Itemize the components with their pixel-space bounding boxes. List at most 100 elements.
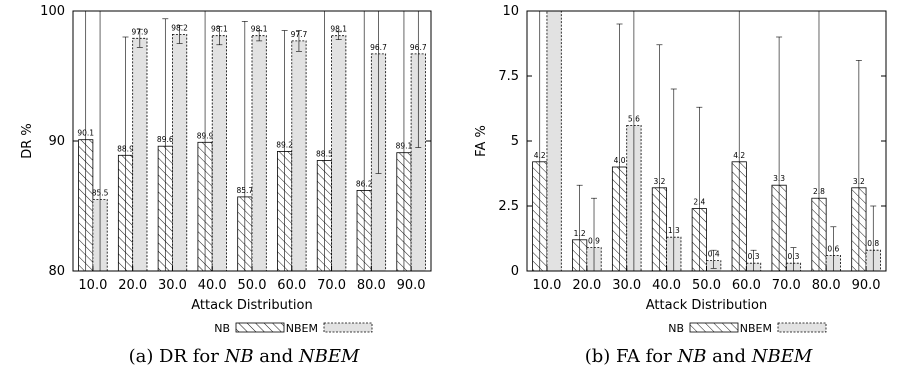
fa-value-label-nb-40.0: 3.2	[653, 177, 665, 186]
fa-value-label-nbem-90.0: 0.8	[867, 239, 879, 248]
fa-value-label-nbem-80.0: 0.6	[827, 244, 839, 253]
dr-value-label-nbem-60.0: 97.7	[291, 30, 308, 39]
fa-bars: 4.2 1.20.9 4.0 5.6 3.2 1.3 2.4 0.4 4.2 0.3 3.3 0.3 2…	[532, 10, 881, 272]
dr-errorbar-nbem-70.0	[335, 31, 342, 40]
dr-value-label-nbem-80.0: 96.7	[370, 43, 387, 52]
dr-errorbar-nbem-40.0	[216, 26, 223, 46]
dr-value-label-nbem-40.0: 98.1	[211, 25, 228, 34]
fa-errorbar-nb-40.0	[656, 44, 663, 271]
fa-x-axis-label: Attack Distribution	[646, 298, 767, 313]
dr-caption-mid: and	[254, 346, 299, 367]
fa-y-tick-label: 7.5	[498, 69, 519, 84]
fa-chart-panel: 4.2 1.20.9 4.0 5.6 3.2 1.3 2.4 0.4 4.2 0.3 3.3 0.3 2…	[474, 4, 887, 367]
fa-errorbar-nbem-90.0	[870, 205, 877, 271]
fa-errorbar-nb-70.0	[776, 36, 783, 271]
dr-errorbar-nb-30.0	[162, 18, 169, 271]
dr-value-label-nb-20.0: 88.9	[117, 144, 134, 153]
fa-value-label-nb-30.0: 4.0	[614, 156, 626, 165]
fa-value-label-nbem-30.0: 5.6	[628, 114, 640, 123]
fa-y-axis-label: FA %	[474, 125, 489, 157]
dr-legend-label-nb: NB	[214, 322, 230, 335]
fa-x-tick-label: 20.0	[572, 278, 601, 293]
fa-legend-label-nbem: NBEM	[740, 322, 772, 335]
fa-x-tick-label: 60.0	[732, 278, 761, 293]
fa-value-label-nb-10.0: 4.2	[534, 151, 546, 160]
fa-ticks: 10.0 20.0 30.0 40.0 50.0 60.0 70.0 80.0 90.0 0 2.5…	[498, 4, 886, 293]
fa-errorbar-nb-30.0	[616, 23, 623, 271]
dr-value-label-nb-60.0: 89.2	[276, 140, 293, 149]
fa-legend: NB NBEM	[668, 322, 827, 335]
fa-value-label-nbem-40.0: 1.3	[668, 226, 680, 235]
fa-value-label-nb-70.0: 3.3	[773, 174, 785, 183]
fa-x-tick-label: 50.0	[692, 278, 721, 293]
dr-x-tick-label: 50.0	[238, 278, 267, 293]
dr-errorbar-nbem-50.0	[256, 30, 263, 42]
fa-x-tick-label: 40.0	[652, 278, 681, 293]
dr-caption: (a) DR for NB and NBEM	[129, 346, 360, 367]
dr-errorbar-nbem-60.0	[295, 30, 302, 52]
fa-y-tick-label: 5	[511, 134, 519, 149]
fa-errorbar-nb-50.0	[696, 106, 703, 271]
fa-x-tick-label: 70.0	[772, 278, 801, 293]
dr-x-tick-label: 90.0	[397, 278, 426, 293]
dr-value-label-nb-30.0: 89.6	[157, 135, 174, 144]
fa-caption-nb: NB	[676, 346, 706, 367]
fa-value-label-nb-80.0: 2.8	[813, 187, 825, 196]
dr-value-label-nbem-10.0: 85.5	[92, 189, 109, 198]
dr-x-tick-label: 80.0	[357, 278, 386, 293]
dr-errorbar-nbem-20.0	[136, 28, 143, 48]
dr-x-tick-label: 60.0	[277, 278, 306, 293]
fa-y-tick-label: 10	[502, 4, 519, 19]
dr-legend-swatch-nbem	[323, 322, 373, 333]
fa-value-label-nb-60.0: 4.2	[733, 151, 745, 160]
fa-value-label-nbem-60.0: 0.3	[748, 252, 760, 261]
dr-x-tick-label: 10.0	[78, 278, 107, 293]
dr-bar-nbem-40.0	[211, 35, 227, 272]
dr-errorbar-nbem-30.0	[176, 24, 183, 44]
fa-caption-nbem: NBEM	[751, 346, 813, 367]
dr-x-tick-label: 20.0	[118, 278, 147, 293]
fa-caption: (b) FA for NB and NBEM	[585, 346, 813, 367]
fa-legend-swatch-nb	[689, 322, 739, 333]
dr-legend-swatch-nb	[235, 322, 285, 333]
dr-caption-nb: NB	[224, 346, 254, 367]
dr-legend: NB NBEM	[214, 322, 373, 335]
fa-y-tick-label: 0	[511, 264, 519, 279]
fa-bar-nbem-10.0	[546, 10, 562, 272]
fa-x-tick-label: 30.0	[612, 278, 641, 293]
fa-value-label-nbem-50.0: 0.4	[708, 250, 720, 259]
dr-value-label-nbem-70.0: 98.1	[330, 25, 347, 34]
dr-y-tick-label: 100	[40, 4, 65, 19]
dr-bar-nbem-70.0	[331, 35, 347, 272]
fa-value-label-nbem-20.0: 0.9	[588, 237, 600, 246]
dr-caption-nbem: NBEM	[298, 346, 360, 367]
fa-value-label-nbem-70.0: 0.3	[787, 252, 799, 261]
dr-caption-prefix: (a) DR for	[129, 346, 225, 367]
fa-x-tick-label: 10.0	[532, 278, 561, 293]
dr-errorbar-nb-20.0	[122, 36, 129, 271]
dr-value-label-nbem-50.0: 98.1	[251, 25, 268, 34]
fa-x-tick-label: 80.0	[812, 278, 841, 293]
dr-legend-label-nbem: NBEM	[286, 322, 318, 335]
fa-errorbar-nbem-60.0	[750, 249, 757, 271]
dr-x-tick-label: 40.0	[198, 278, 227, 293]
fa-value-label-nb-50.0: 2.4	[693, 198, 705, 207]
fa-errorbar-nbem-80.0	[830, 226, 837, 271]
fa-value-label-nb-20.0: 1.2	[574, 229, 586, 238]
dr-value-label-nb-10.0: 90.1	[77, 129, 94, 138]
dr-value-label-nbem-30.0: 98.2	[171, 23, 188, 32]
dr-x-tick-label: 70.0	[317, 278, 346, 293]
fa-x-tick-label: 90.0	[852, 278, 881, 293]
dr-errorbar-nbem-80.0	[375, 11, 382, 174]
dr-bar-nbem-60.0	[291, 40, 307, 272]
dr-bar-nbem-30.0	[172, 34, 188, 272]
dr-value-label-nb-50.0: 85.7	[236, 186, 253, 195]
dr-x-axis-label: Attack Distribution	[191, 298, 312, 313]
dr-ticks: 10.0 20.0 30.0 40.0 50.0 60.0 70.0 80.0 90.0 80 90…	[40, 4, 431, 293]
dr-y-tick-label: 80	[48, 264, 65, 279]
dr-errorbar-nb-50.0	[241, 21, 248, 271]
fa-caption-prefix: (b) FA for	[585, 346, 678, 367]
fa-y-tick-label: 2.5	[498, 199, 519, 214]
fa-errorbar-nb-90.0	[855, 60, 862, 271]
